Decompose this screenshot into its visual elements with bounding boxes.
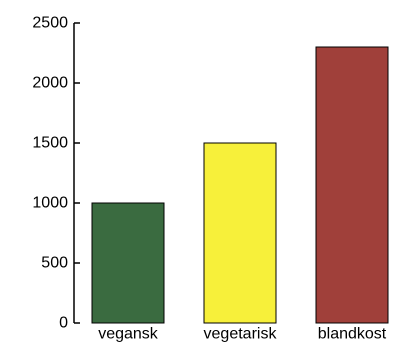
y-tick-label: 500 (41, 255, 68, 272)
y-tick-label: 1000 (32, 195, 68, 212)
y-tick-label: 2500 (32, 15, 68, 32)
x-tick-label: vegetarisk (204, 326, 278, 343)
bars-group (91, 46, 389, 324)
y-tick-label: 1500 (32, 135, 68, 152)
bar-vegetarisk (203, 142, 277, 324)
x-labels-group: vegansk vegetarisk blandkost (98, 326, 387, 343)
y-tick-label: 0 (59, 315, 68, 332)
bar-blandkost (315, 46, 389, 324)
y-ticks-group: 0 500 1000 1500 2000 2500 (32, 15, 80, 332)
x-tick-label: vegansk (98, 326, 159, 343)
bar-vegansk (91, 202, 165, 324)
y-tick-label: 2000 (32, 75, 68, 92)
x-tick-label: blandkost (318, 326, 387, 343)
